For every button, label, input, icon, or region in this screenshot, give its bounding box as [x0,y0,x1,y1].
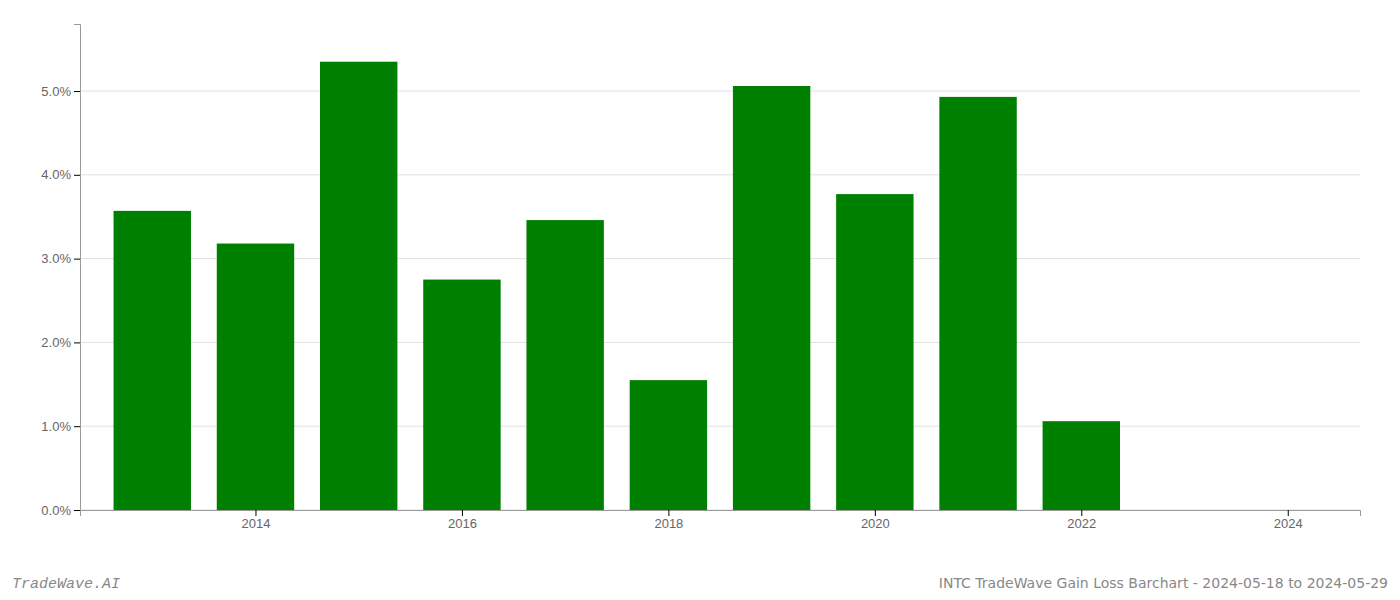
bar [1043,421,1120,510]
y-tick: 2.0% [41,335,80,350]
chart: 2014 2016 2018 2020 2022 2024 0.0% 1.0% 2.0% 3.0%… [0,0,1400,600]
y-axis-line [74,25,81,511]
x-tick: 2020 [861,510,890,531]
x-tick-mark [875,510,876,516]
bar [526,220,603,510]
y-tick-label: 4.0% [41,167,71,182]
y-tick-label: 5.0% [41,84,71,99]
y-tick-mark [74,426,80,427]
x-axis: 2014 2016 2018 2020 2022 2024 [81,510,1361,531]
x-tick: 2018 [654,510,683,531]
x-tick: 2022 [1067,510,1096,531]
y-tick-label: 1.0% [41,419,71,434]
y-tick-mark [74,91,80,92]
y-tick: 3.0% [41,251,80,266]
x-tick: 2024 [1274,510,1303,531]
y-tick-mark [74,259,80,260]
plot: 2014 2016 2018 2020 2022 2024 0.0% 1.0% 2.0% 3.0%… [41,25,1360,532]
x-tick-label: 2018 [654,516,683,531]
x-axis-line [81,511,1361,517]
x-tick-mark [668,510,669,516]
y-tick: 5.0% [41,84,80,99]
bar [836,194,913,510]
x-tick-label: 2020 [861,516,890,531]
bar [939,97,1016,510]
y-tick-mark [74,510,80,511]
grid-line [80,91,1360,92]
y-tick-mark [74,342,80,343]
annotation: TradeWave.AI [12,576,120,593]
bar [114,211,191,510]
x-tick-mark [1288,510,1289,516]
x-tick: 2016 [448,510,477,531]
bar [217,244,294,510]
x-tick: 2014 [242,510,271,531]
y-tick: 0.0% [41,503,80,518]
x-tick-label: 2024 [1274,516,1303,531]
title: INTC TradeWave Gain Loss Barchart - 2024… [939,575,1388,591]
x-tick-label: 2016 [448,516,477,531]
y-tick: 1.0% [41,419,80,434]
y-tick-label: 3.0% [41,251,71,266]
y-tick: 4.0% [41,167,80,182]
y-axis: 0.0% 1.0% 2.0% 3.0% 4.0% 5.0% [41,25,80,518]
bar [1146,510,1223,511]
x-tick-label: 2022 [1067,516,1096,531]
x-tick-mark [255,510,256,516]
bar [320,62,397,510]
bar [423,280,500,510]
y-tick-label: 0.0% [41,503,71,518]
grid [80,91,1360,510]
x-tick-label: 2014 [242,516,271,531]
grid-line [80,174,1360,175]
bar [733,86,810,510]
bars [114,62,1120,510]
y-tick-mark [74,175,80,176]
x-tick-mark [1081,510,1082,516]
bar [630,380,707,510]
x-tick-mark [462,510,463,516]
y-tick-label: 2.0% [41,335,71,350]
